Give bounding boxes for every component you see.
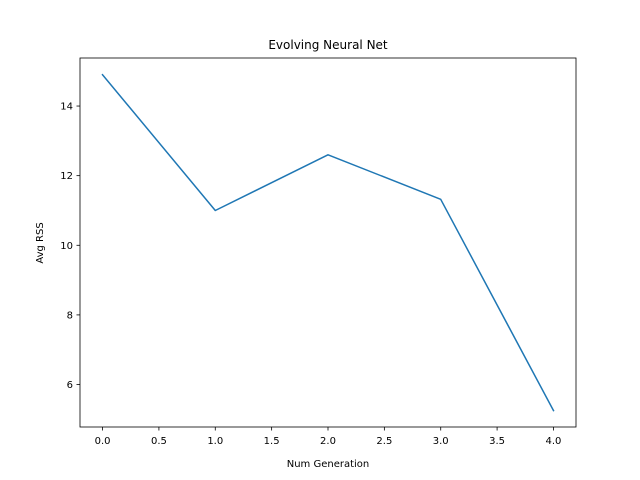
x-axis-label: Num Generation [287,459,370,470]
y-tick-label: 12 [60,171,73,182]
x-tick-label: 3.0 [433,436,449,447]
x-tick-label: 4.0 [546,436,562,447]
plot-area [79,57,577,428]
x-tick-label: 2.0 [320,436,336,447]
y-axis-label: Avg RSS [35,222,46,263]
series-line [101,73,555,412]
x-tick-label: 1.5 [264,436,280,447]
y-tick-label: 8 [67,310,73,321]
x-tick-label: 2.5 [376,436,392,447]
y-tick-label: 14 [60,102,73,113]
axes-frame [79,57,577,428]
x-tick-label: 3.5 [489,436,505,447]
y-tick-label: 10 [60,241,73,252]
x-tick-label: 0.0 [95,436,111,447]
x-tick-label: 0.5 [151,436,167,447]
y-tick-label: 6 [67,380,73,391]
x-tick-label: 1.0 [207,436,223,447]
x-axis: 0.0 0.5 1.0 1.5 2.0 2.5 3.0 3.5 4.0 [95,427,562,447]
chart-title: Evolving Neural Net [268,38,388,52]
y-axis: 6 8 10 12 14 [60,102,80,391]
